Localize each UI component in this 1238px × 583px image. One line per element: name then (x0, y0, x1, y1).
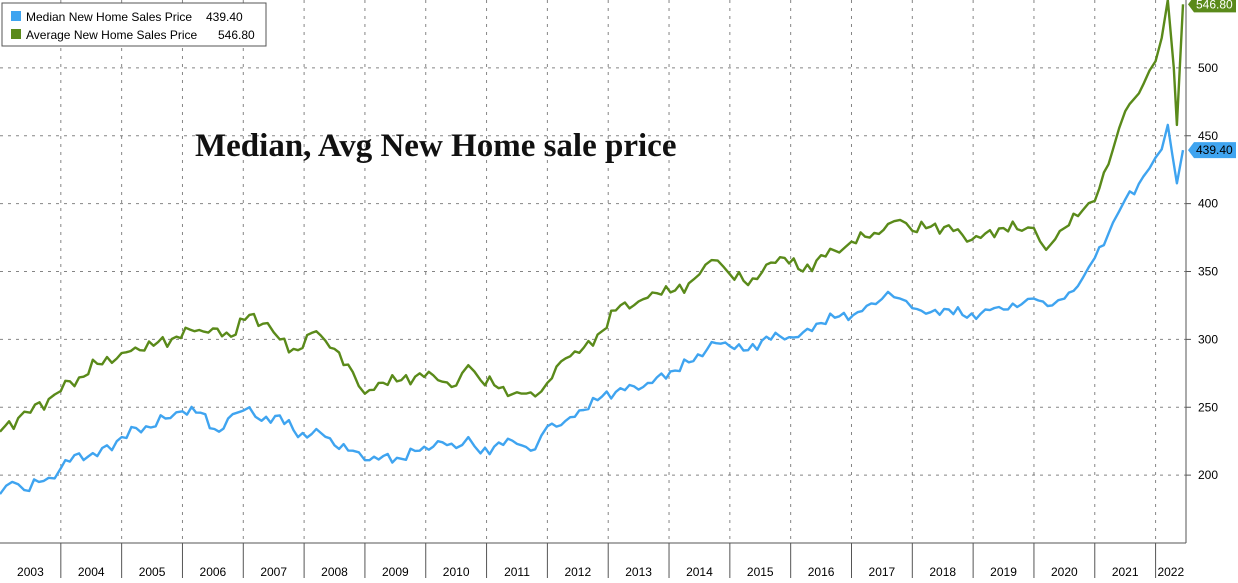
x-tick-label-2004: 2004 (78, 565, 105, 578)
gridlines (0, 0, 1186, 543)
x-tick-label-2018: 2018 (929, 565, 956, 578)
y-tick-label-200: 200 (1198, 468, 1218, 482)
series-line-median (0, 125, 1183, 494)
end-label-median: 439.40 (1196, 143, 1233, 157)
y-tick-label-250: 250 (1198, 400, 1218, 414)
x-tick-label-2005: 2005 (139, 565, 166, 578)
x-tick-label-2019: 2019 (990, 565, 1017, 578)
x-tick-label-2003: 2003 (17, 565, 44, 578)
legend-swatch-median (11, 11, 21, 21)
y-tick-label-300: 300 (1198, 332, 1218, 346)
x-tick-label-2010: 2010 (443, 565, 470, 578)
x-tick-label-2020: 2020 (1051, 565, 1078, 578)
end-label-average: 546.80 (1196, 0, 1233, 11)
y-tick-label-450: 450 (1198, 129, 1218, 143)
legend-label-average: Average New Home Sales Price (26, 28, 198, 42)
legend-swatch-average (11, 29, 21, 39)
y-tick-label-400: 400 (1198, 197, 1218, 211)
x-tick-label-2011: 2011 (504, 565, 530, 578)
x-tick-label-2007: 2007 (260, 565, 287, 578)
series-lines (0, 0, 1183, 494)
x-tick-label-2013: 2013 (625, 565, 652, 578)
legend-value-median: 439.40 (206, 10, 243, 24)
y-tick-label-350: 350 (1198, 265, 1218, 279)
legend-label-median: Median New Home Sales Price (26, 10, 192, 24)
x-tick-label-2015: 2015 (747, 565, 774, 578)
x-tick-label-2021: 2021 (1112, 565, 1139, 578)
x-tick-label-2022: 2022 (1157, 565, 1184, 578)
x-tick-label-2017: 2017 (869, 565, 896, 578)
x-tick-label-2006: 2006 (200, 565, 227, 578)
chart-container: 200 250 300 350 400 450 500 2003 2004 2005 2006 200… (0, 0, 1238, 578)
x-tick-label-2008: 2008 (321, 565, 348, 578)
x-tick-label-2012: 2012 (564, 565, 591, 578)
legend: Median New Home Sales Price 439.40 Avera… (2, 3, 266, 46)
line-chart: 200 250 300 350 400 450 500 2003 2004 2005 2006 200… (0, 0, 1238, 578)
legend-value-average: 546.80 (218, 28, 255, 42)
x-tick-label-2016: 2016 (808, 565, 835, 578)
x-tick-label-2014: 2014 (686, 565, 713, 578)
y-tick-label-500: 500 (1198, 61, 1218, 75)
series-line-average (0, 0, 1183, 432)
chart-title: Median, Avg New Home sale price (195, 128, 676, 164)
x-tick-label-2009: 2009 (382, 565, 409, 578)
